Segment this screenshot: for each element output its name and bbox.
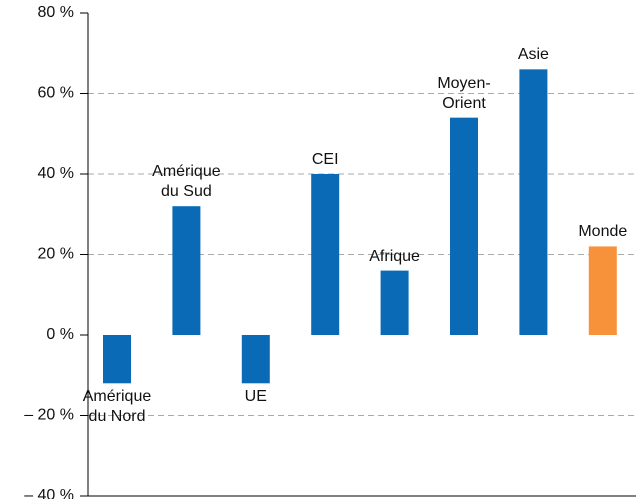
bar [519, 69, 548, 335]
bar [241, 335, 270, 384]
y-tick-label: 20 % [38, 246, 74, 263]
y-tick-label: – 20 % [24, 407, 74, 424]
bar [103, 335, 131, 384]
bar [588, 246, 617, 335]
category-label: Amérique du Nord [82, 388, 152, 426]
bar [311, 174, 340, 335]
category-label: Moyen- Orient [437, 74, 491, 112]
category-label: Monde [578, 223, 628, 241]
y-tick-label: 40 % [38, 165, 74, 182]
category-label: Asie [517, 46, 549, 64]
category-label: Afrique [369, 247, 420, 265]
y-tick-label: – 40 % [24, 487, 74, 499]
y-tick-label: 60 % [38, 85, 74, 102]
category-label: Amérique du Sud [152, 163, 221, 201]
category-label: CEI [311, 151, 339, 168]
bar [450, 117, 478, 336]
bar [380, 270, 409, 335]
y-tick-label: 0 % [46, 326, 74, 343]
bar [172, 206, 201, 335]
category-label: UE [244, 388, 267, 406]
y-tick-label: 80 % [38, 4, 74, 21]
